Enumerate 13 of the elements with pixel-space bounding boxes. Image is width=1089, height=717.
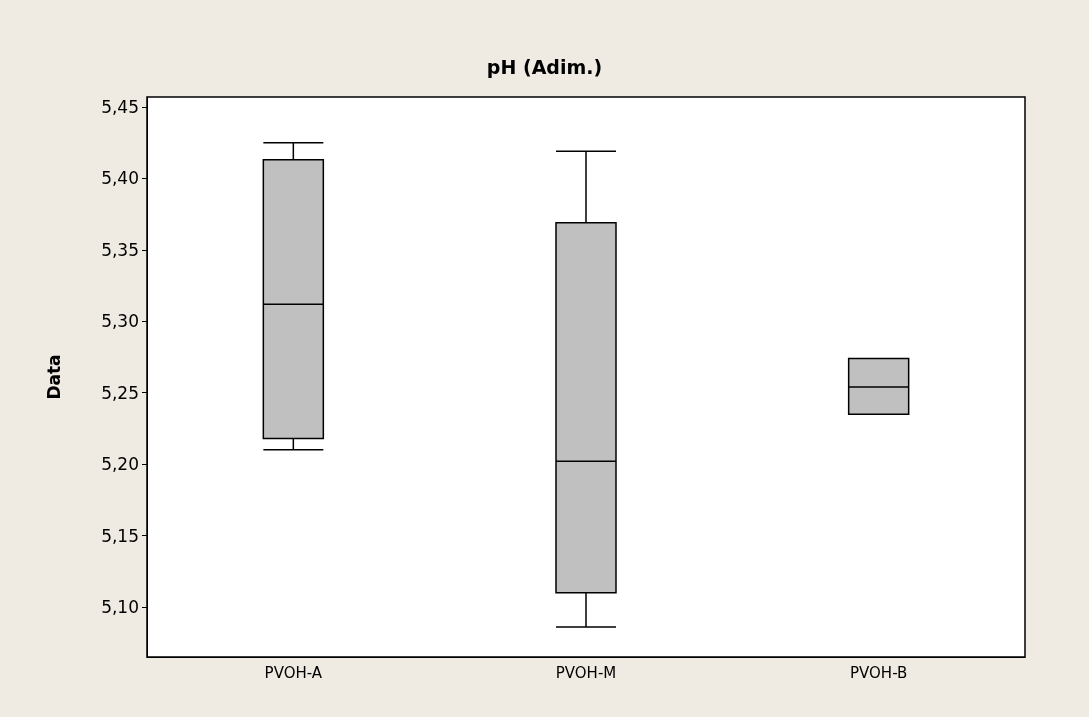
y-tick-label: 5,20 [101, 454, 139, 475]
y-tick-label: 5,30 [101, 311, 139, 332]
y-tick-label: 5,40 [101, 168, 139, 189]
x-tick-label: PVOH-A [264, 663, 323, 682]
y-tick-label: 5,35 [101, 239, 139, 260]
x-tick-label: PVOH-M [555, 663, 617, 682]
y-tick-label: 5,15 [101, 525, 139, 546]
chart-title: pH (Adim.) [486, 55, 603, 78]
y-tick-label: 5,45 [101, 97, 139, 117]
y-tick-label: 5,25 [101, 382, 139, 403]
y-tick-label: 5,10 [101, 597, 139, 617]
x-tick-label: PVOH-B [850, 663, 908, 682]
y-axis-title: Data [43, 354, 64, 400]
